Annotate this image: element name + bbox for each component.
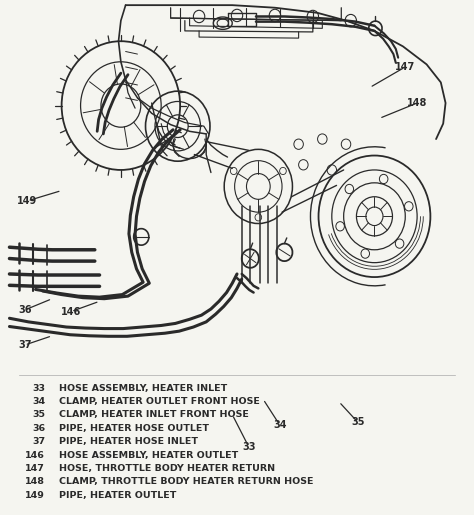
Text: 33: 33 — [32, 384, 45, 392]
Text: 148: 148 — [407, 98, 427, 108]
Text: PIPE, HEATER HOSE INLET: PIPE, HEATER HOSE INLET — [59, 437, 198, 446]
Text: CLAMP, HEATER INLET FRONT HOSE: CLAMP, HEATER INLET FRONT HOSE — [59, 410, 249, 419]
Text: 148: 148 — [25, 477, 45, 486]
Text: 149: 149 — [18, 196, 37, 206]
Text: 34: 34 — [273, 420, 286, 430]
Text: 149: 149 — [25, 491, 45, 500]
Text: 146: 146 — [61, 306, 81, 317]
Text: CLAMP, THROTTLE BODY HEATER RETURN HOSE: CLAMP, THROTTLE BODY HEATER RETURN HOSE — [59, 477, 314, 486]
Text: 35: 35 — [32, 410, 45, 419]
Text: 36: 36 — [18, 305, 31, 315]
Text: HOSE ASSEMBLY, HEATER OUTLET: HOSE ASSEMBLY, HEATER OUTLET — [59, 451, 238, 459]
Text: 36: 36 — [32, 424, 45, 433]
Text: 34: 34 — [32, 397, 45, 406]
Text: CLAMP, HEATER OUTLET FRONT HOSE: CLAMP, HEATER OUTLET FRONT HOSE — [59, 397, 260, 406]
Text: HOSE ASSEMBLY, HEATER INLET: HOSE ASSEMBLY, HEATER INLET — [59, 384, 228, 392]
Text: 37: 37 — [32, 437, 45, 446]
Text: 147: 147 — [395, 62, 415, 72]
FancyBboxPatch shape — [0, 0, 474, 371]
Text: 146: 146 — [25, 451, 45, 459]
Text: PIPE, HEATER HOSE OUTLET: PIPE, HEATER HOSE OUTLET — [59, 424, 209, 433]
Text: 33: 33 — [242, 442, 255, 452]
Text: 35: 35 — [351, 417, 365, 427]
Text: PIPE, HEATER OUTLET: PIPE, HEATER OUTLET — [59, 491, 177, 500]
Text: 37: 37 — [18, 340, 31, 350]
Text: HOSE, THROTTLE BODY HEATER RETURN: HOSE, THROTTLE BODY HEATER RETURN — [59, 464, 275, 473]
Text: 147: 147 — [25, 464, 45, 473]
